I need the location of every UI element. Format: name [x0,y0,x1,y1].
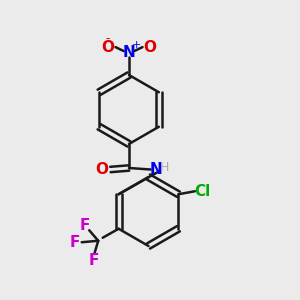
Text: N: N [123,45,135,60]
Text: N: N [150,162,162,177]
Text: O: O [95,162,109,177]
Text: F: F [88,253,99,268]
Text: O: O [101,40,115,55]
Text: Cl: Cl [194,184,211,199]
Text: F: F [70,235,80,250]
Text: H: H [160,160,169,174]
Text: F: F [80,218,90,233]
Text: +: + [132,40,141,50]
Text: -: - [106,32,110,45]
Text: O: O [143,40,157,55]
